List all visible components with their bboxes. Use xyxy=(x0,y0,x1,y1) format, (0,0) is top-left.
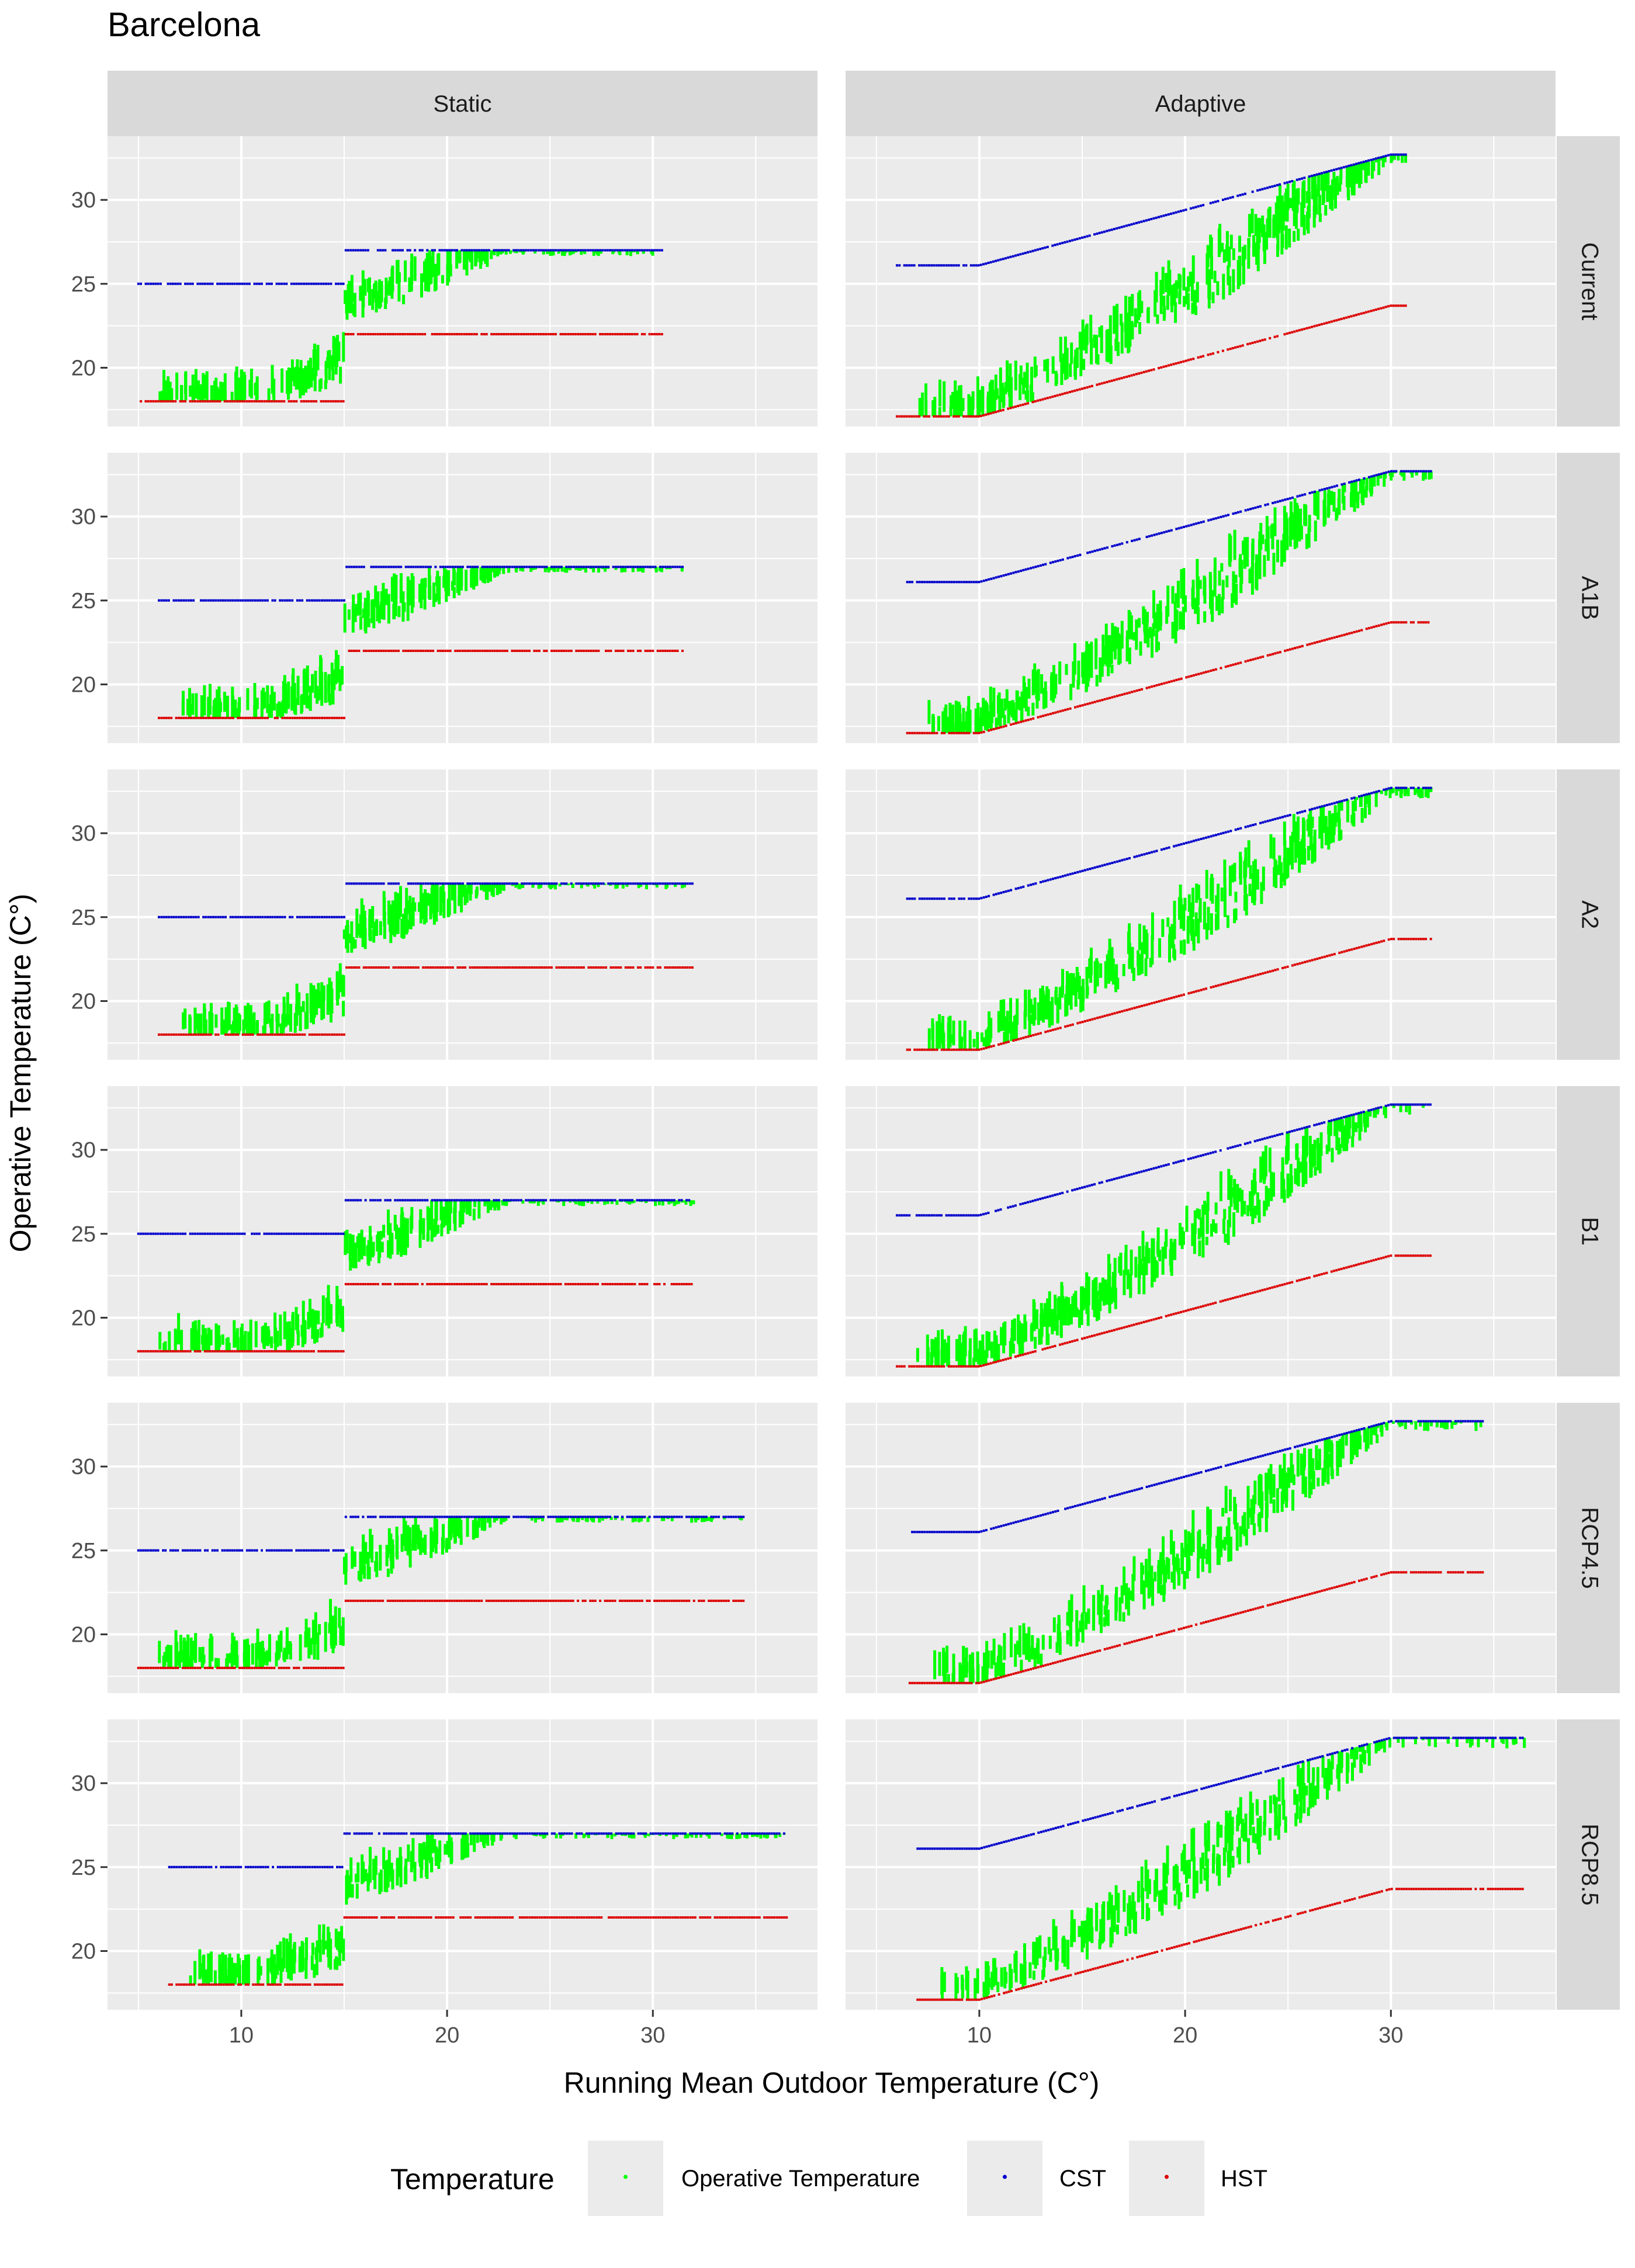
legend-title: Temperature xyxy=(390,2163,555,2196)
hst-points xyxy=(896,1254,1432,1368)
operative-temperature-points xyxy=(158,1517,743,1668)
hst-points xyxy=(140,333,663,403)
cst-points xyxy=(906,470,1432,584)
x-tick-label: 10 xyxy=(967,2023,992,2048)
panel-background xyxy=(846,453,1556,743)
hst-points xyxy=(896,304,1407,418)
panel-background xyxy=(108,1719,818,2010)
column-strip xyxy=(108,71,818,136)
y-tick-label: 20 xyxy=(71,989,96,1014)
y-tick-label: 20 xyxy=(71,356,96,380)
cst-points xyxy=(911,1420,1484,1534)
column-strip xyxy=(846,71,1556,136)
cst-points xyxy=(158,882,694,918)
y-tick-label: 30 xyxy=(71,1455,96,1479)
operative-temperature-points xyxy=(181,567,684,718)
y-tick-label: 25 xyxy=(71,1539,96,1563)
operative-temperature-points xyxy=(933,1421,1482,1683)
row-strip-label: A1B xyxy=(1577,576,1602,620)
y-tick-label: 30 xyxy=(71,188,96,213)
operative-temperature-points xyxy=(927,471,1433,733)
row-strip-label: B1 xyxy=(1577,1217,1602,1246)
y-tick-label: 25 xyxy=(71,1222,96,1247)
hst-points xyxy=(906,938,1432,1051)
hst-points xyxy=(916,1888,1524,2001)
hst-points xyxy=(137,1600,745,1669)
panel-background xyxy=(108,1403,818,1693)
row-strip xyxy=(1557,769,1620,1060)
operative-temperature-points xyxy=(918,154,1407,417)
y-tick-label: 20 xyxy=(71,1622,96,1647)
y-tick-label: 20 xyxy=(71,672,96,697)
row-strip xyxy=(1557,1403,1620,1693)
row-strip xyxy=(1557,453,1620,743)
row-strip xyxy=(1557,1719,1620,2010)
x-tick-label: 30 xyxy=(640,2023,665,2048)
y-tick-label: 30 xyxy=(71,505,96,529)
cst-points xyxy=(158,566,684,602)
cst-points xyxy=(916,1736,1524,1850)
legend-label: CST xyxy=(1059,2166,1106,2191)
legend-marker xyxy=(1165,2175,1169,2179)
y-tick-label: 30 xyxy=(71,1138,96,1163)
hst-points xyxy=(137,1283,693,1353)
operative-temperature-points xyxy=(927,788,1433,1050)
row-strip-label: RCP4.5 xyxy=(1577,1507,1602,1589)
hst-points xyxy=(168,1916,788,1986)
page-title: Barcelona xyxy=(108,6,261,44)
cst-points xyxy=(168,1832,785,1868)
x-tick-label: 20 xyxy=(435,2023,459,2048)
cst-points xyxy=(137,1516,745,1552)
operative-temperature-points xyxy=(940,1738,1526,2000)
y-tick-label: 25 xyxy=(71,589,96,613)
x-tick-label: 10 xyxy=(229,2023,254,2048)
row-strip-label: Current xyxy=(1577,242,1602,320)
row-strip xyxy=(1557,1086,1620,1376)
x-axis-title: Running Mean Outdoor Temperature (C°) xyxy=(564,2066,1100,2099)
cst-points xyxy=(137,249,663,285)
legend-label: HST xyxy=(1221,2166,1267,2191)
cst-points xyxy=(896,1103,1432,1217)
panel-background xyxy=(108,769,818,1060)
y-tick-label: 25 xyxy=(71,272,96,297)
legend-marker xyxy=(1003,2175,1007,2179)
column-strip-label: Adaptive xyxy=(1155,91,1246,117)
legend-label: Operative Temperature xyxy=(681,2166,920,2191)
legend-marker xyxy=(623,2175,628,2179)
operative-temperature-points xyxy=(158,250,654,401)
column-strip-label: Static xyxy=(433,91,491,117)
x-tick-label: 30 xyxy=(1378,2023,1403,2048)
y-tick-label: 30 xyxy=(71,1771,96,1796)
hst-points xyxy=(158,650,684,719)
operative-temperature-points xyxy=(182,883,687,1035)
operative-temperature-points xyxy=(916,1104,1425,1367)
hst-points xyxy=(158,966,694,1036)
y-tick-label: 25 xyxy=(71,1856,96,1880)
row-strip-label: RCP8.5 xyxy=(1577,1823,1602,1905)
cst-points xyxy=(137,1199,691,1235)
y-axis-title: Operative Temperature (C°) xyxy=(4,894,37,1253)
row-strip xyxy=(1557,136,1620,426)
y-tick-label: 30 xyxy=(71,821,96,846)
y-tick-label: 20 xyxy=(71,1306,96,1330)
panel-background xyxy=(846,136,1556,426)
panel-background xyxy=(108,1086,818,1376)
cst-points xyxy=(906,786,1432,900)
y-tick-label: 20 xyxy=(71,1939,96,1964)
x-tick-label: 20 xyxy=(1173,2023,1197,2048)
hst-points xyxy=(908,1571,1484,1684)
hst-points xyxy=(906,621,1430,734)
cst-points xyxy=(896,153,1407,267)
row-strip-label: A2 xyxy=(1577,900,1602,929)
y-tick-label: 25 xyxy=(71,906,96,930)
